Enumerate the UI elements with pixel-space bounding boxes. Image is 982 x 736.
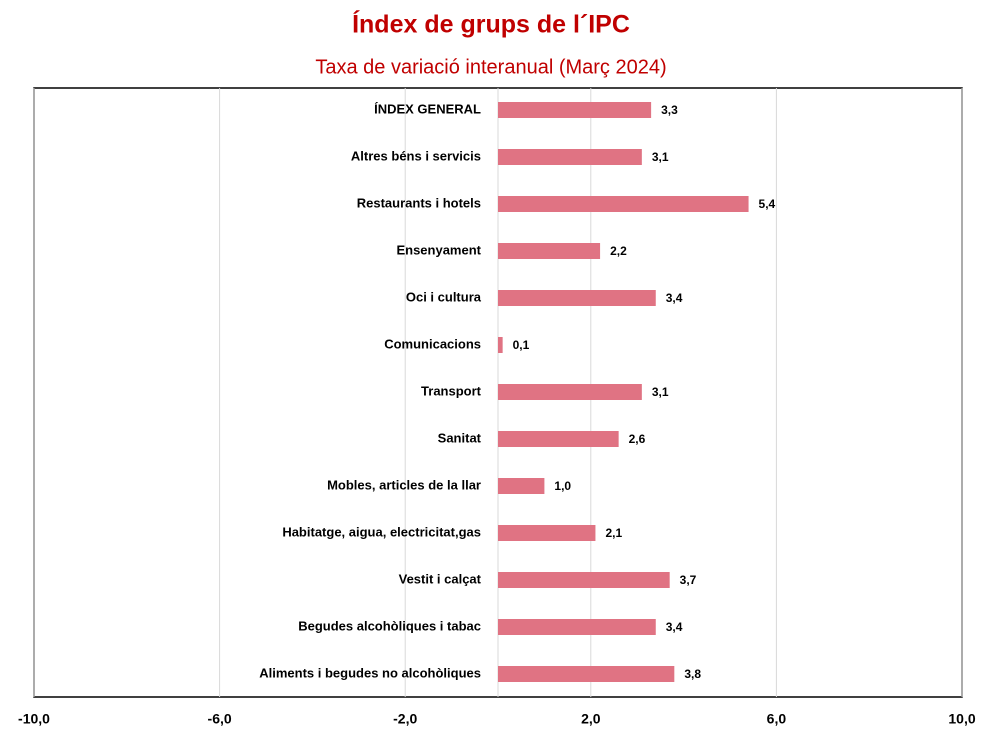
value-label: 0,1: [513, 338, 530, 352]
y-tick-label: Habitatge, aigua, electricitat,gas: [282, 524, 481, 539]
bar: [498, 149, 642, 165]
y-tick-label: Restaurants i hotels: [357, 195, 481, 210]
bar: [498, 384, 642, 400]
value-label: 3,4: [666, 620, 683, 634]
bar: [498, 102, 652, 118]
y-tick-label: Transport: [421, 383, 482, 398]
value-label: 3,7: [680, 573, 697, 587]
value-label: 2,6: [629, 432, 646, 446]
bar: [498, 337, 503, 353]
x-tick-label: 6,0: [767, 711, 787, 727]
value-label: 3,3: [661, 103, 678, 117]
y-tick-label: Sanitat: [438, 430, 482, 445]
y-tick-label: ÍNDEX GENERAL: [374, 101, 481, 116]
chart-subtitle: Taxa de variació interanual (Març 2024): [315, 56, 666, 78]
bar: [498, 243, 601, 259]
value-label: 3,8: [684, 667, 701, 681]
bar: [498, 196, 749, 212]
y-tick-label: Aliments i begudes no alcohòliques: [259, 665, 481, 680]
y-tick-label: Vestit i calçat: [399, 571, 482, 586]
chart-title: Índex de grups de l´IPC: [352, 10, 630, 39]
y-tick-label: Mobles, articles de la llar: [327, 477, 481, 492]
x-tick-label: -10,0: [18, 711, 50, 727]
bar: [498, 619, 656, 635]
value-label: 3,1: [652, 385, 669, 399]
value-label: 3,1: [652, 150, 669, 164]
y-tick-label: Ensenyament: [396, 242, 481, 257]
x-tick-label: -6,0: [208, 711, 232, 727]
x-tick-label: -2,0: [393, 711, 417, 727]
bar: [498, 478, 545, 494]
x-tick-label: 10,0: [948, 711, 975, 727]
y-tick-label: Altres béns i servicis: [351, 148, 481, 163]
bar: [498, 431, 619, 447]
y-tick-label: Oci i cultura: [406, 289, 482, 304]
y-tick-label: Begudes alcohòliques i tabac: [298, 618, 481, 633]
value-label: 2,2: [610, 244, 627, 258]
y-tick-label: Comunicacions: [384, 336, 481, 351]
bar: [498, 666, 675, 682]
value-label: 2,1: [605, 526, 622, 540]
bar: [498, 572, 670, 588]
bar: [498, 525, 596, 541]
value-label: 5,4: [759, 197, 776, 211]
x-tick-label: 2,0: [581, 711, 601, 727]
value-label: 1,0: [554, 479, 571, 493]
bar: [498, 290, 656, 306]
value-label: 3,4: [666, 291, 683, 305]
